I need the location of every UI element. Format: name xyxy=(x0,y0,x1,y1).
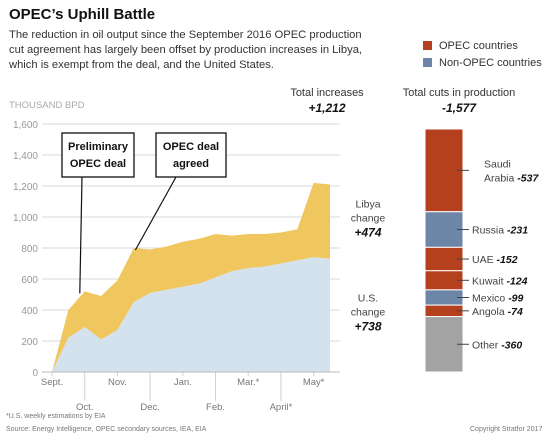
legend-item-opec: OPEC countries xyxy=(423,37,542,54)
y-tick-label: 600 xyxy=(21,275,38,286)
series-label-value: +738 xyxy=(354,319,381,333)
annotation-text: Preliminary xyxy=(68,141,129,153)
segment-value: -360 xyxy=(501,339,522,351)
chart-title: OPEC’s Uphill Battle xyxy=(9,6,156,23)
x-tick-label: Feb. xyxy=(206,402,225,413)
chart-subtitle: The reduction in oil output since the Se… xyxy=(9,29,363,71)
legend-label-non-opec: Non-OPEC countries xyxy=(439,56,542,69)
y-tick-label: 1,200 xyxy=(13,182,38,193)
y-tick-label: 1,400 xyxy=(13,151,38,162)
series-label-name: change xyxy=(351,306,386,318)
source-note: Source: Energy Intelligence, OPEC second… xyxy=(6,426,207,433)
footnote: *U.S. weekly estimations by EIA xyxy=(6,413,106,420)
copyright: Copyright Stratfor 2017 xyxy=(470,426,543,433)
legend-item-non-opec: Non-OPEC countries xyxy=(423,54,542,71)
annotation-box xyxy=(61,132,135,178)
y-tick-label: 0 xyxy=(32,368,38,379)
segment-name: Mexico -99 xyxy=(472,292,524,304)
segment-value: -99 xyxy=(508,292,523,304)
x-tick-label: May* xyxy=(303,377,325,388)
annotation-text: agreed xyxy=(173,158,209,170)
y-axis-label: THOUSAND BPD xyxy=(9,100,85,111)
legend-swatch-non-opec xyxy=(423,58,432,67)
segment-value: -124 xyxy=(506,275,527,287)
segment-name: Kuwait -124 xyxy=(472,275,528,287)
x-tick-label: Dec. xyxy=(140,402,160,413)
segment-name: Arabia -537 xyxy=(484,172,539,184)
segment-value: -231 xyxy=(507,225,528,237)
legend-label-opec: OPEC countries xyxy=(439,39,518,52)
y-tick-label: 1,000 xyxy=(13,213,38,224)
bar-segment xyxy=(424,128,464,213)
bar-segment xyxy=(424,316,464,373)
libya-area xyxy=(52,182,330,372)
segment-value: -74 xyxy=(508,306,523,318)
annotation-text: OPEC deal xyxy=(70,158,126,170)
y-tick-label: 200 xyxy=(21,337,38,348)
total-increases-value: +1,212 xyxy=(308,101,345,115)
annotation-pointer xyxy=(79,176,83,294)
total-increases-label: Total increases xyxy=(290,87,364,99)
us-area xyxy=(52,257,330,372)
x-tick-label: April* xyxy=(270,402,293,413)
legend: OPEC countries Non-OPEC countries xyxy=(423,37,542,71)
y-tick-label: 800 xyxy=(21,244,38,255)
total-cuts-value: -1,577 xyxy=(442,101,477,115)
segment-name: UAE -152 xyxy=(472,254,518,266)
segment-name: Other -360 xyxy=(472,339,522,351)
y-tick-label: 1,600 xyxy=(13,120,38,131)
series-label-name: change xyxy=(351,213,386,225)
x-tick-label: Nov. xyxy=(108,377,127,388)
x-tick-label: Jan. xyxy=(174,377,192,388)
total-cuts-label: Total cuts in production xyxy=(403,87,516,99)
segment-name: Saudi xyxy=(484,158,511,170)
annotation-pointer xyxy=(134,176,177,251)
series-label-name: U.S. xyxy=(358,292,378,304)
segment-value: -537 xyxy=(517,172,539,184)
legend-swatch-opec xyxy=(423,41,432,50)
x-tick-label: Oct. xyxy=(76,402,93,413)
annotation-box xyxy=(155,132,227,178)
segment-value: -152 xyxy=(497,254,518,266)
series-label-value: +474 xyxy=(354,226,381,240)
annotation-text: OPEC deal xyxy=(163,141,219,153)
x-tick-label: Sept. xyxy=(41,377,63,388)
y-tick-label: 400 xyxy=(21,306,38,317)
segment-name: Russia -231 xyxy=(472,225,528,237)
series-label-name: Libya xyxy=(355,199,380,211)
segment-name: Angola -74 xyxy=(472,306,523,318)
x-tick-label: Mar.* xyxy=(237,377,259,388)
